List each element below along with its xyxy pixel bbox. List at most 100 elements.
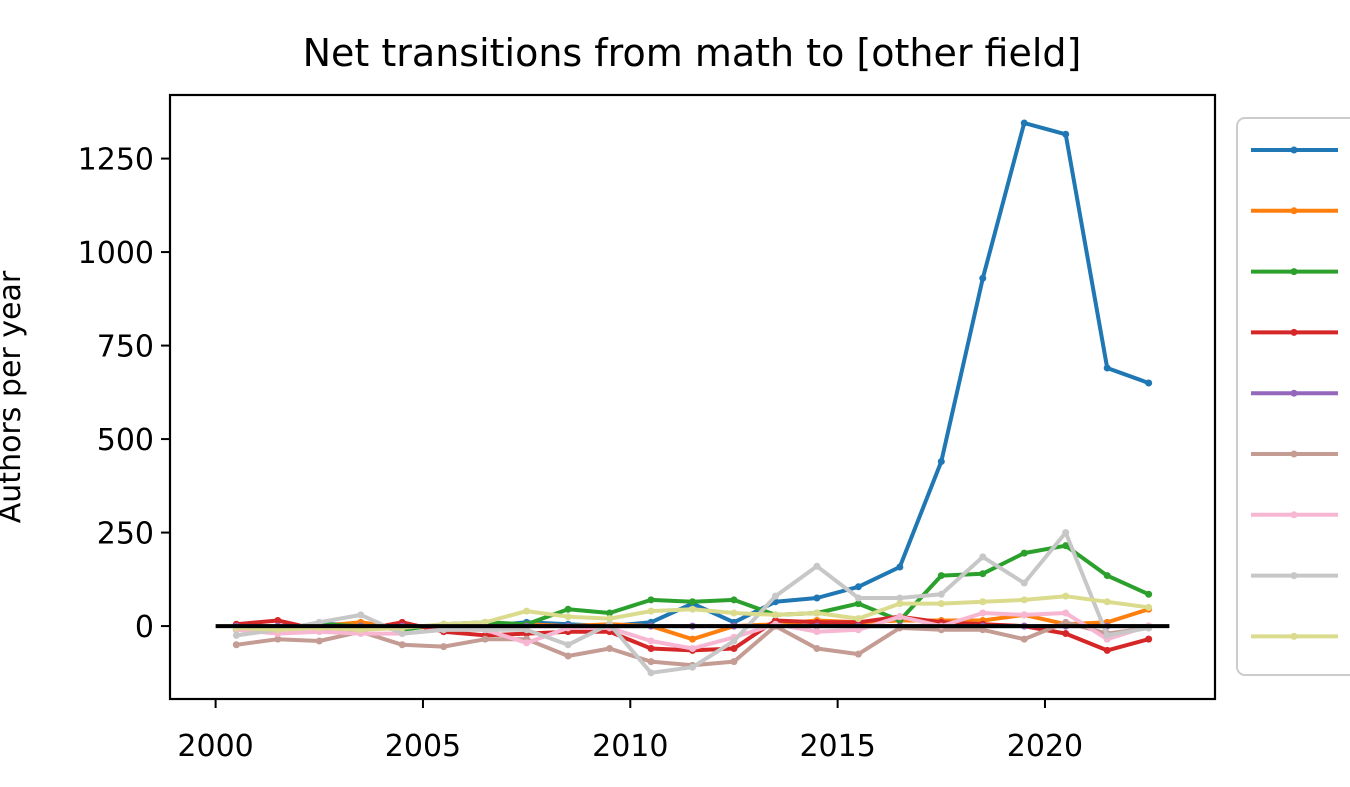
- legend: [1236, 117, 1350, 676]
- data-point: [564, 652, 572, 660]
- legend-marker: [1290, 268, 1298, 276]
- data-point: [440, 643, 448, 651]
- legend-entry-9: [1251, 632, 1338, 640]
- data-point: [647, 596, 655, 604]
- y-tick-label: 750: [97, 330, 154, 365]
- y-axis-label: Authors per year: [0, 270, 28, 523]
- data-point: [1062, 592, 1070, 600]
- data-point: [606, 609, 614, 617]
- data-point: [1062, 630, 1070, 638]
- y-tick-label: 1250: [78, 143, 154, 178]
- data-point: [564, 605, 572, 613]
- data-point: [1145, 635, 1153, 643]
- data-point: [813, 645, 821, 653]
- data-point: [398, 641, 406, 649]
- legend-entry-3: [1251, 268, 1338, 276]
- legend-marker: [1290, 389, 1298, 397]
- data-point: [689, 598, 696, 606]
- data-point: [813, 562, 821, 570]
- x-tick-label: 2000: [177, 729, 253, 764]
- data-point: [1103, 631, 1111, 639]
- data-point: [564, 613, 572, 621]
- data-point: [606, 645, 614, 653]
- data-point: [896, 594, 904, 602]
- legend-marker: [1290, 450, 1298, 458]
- data-point: [771, 592, 779, 600]
- data-point: [315, 637, 323, 645]
- x-axis: 2000 2005 2010 2015 2020: [177, 699, 1083, 764]
- data-point: [730, 609, 738, 617]
- legend-entry-5: [1251, 389, 1338, 397]
- legend-entry-7: [1251, 511, 1338, 519]
- data-point: [1103, 364, 1111, 372]
- data-point: [730, 645, 738, 653]
- data-point: [1103, 598, 1111, 606]
- data-point: [771, 611, 779, 619]
- y-tick-label: 250: [97, 517, 154, 552]
- legend-entry-6: [1251, 450, 1338, 458]
- data-point: [896, 613, 904, 621]
- data-point: [813, 594, 821, 602]
- data-point: [1145, 590, 1153, 598]
- legend-marker: [1290, 572, 1298, 580]
- x-tick-label: 2005: [385, 729, 461, 764]
- data-point: [1020, 549, 1028, 557]
- data-point: [398, 630, 406, 638]
- data-point: [647, 637, 655, 645]
- data-point: [854, 583, 862, 591]
- data-point: [1062, 609, 1070, 617]
- data-point: [523, 639, 531, 647]
- data-point: [647, 607, 655, 615]
- y-tick-label: 500: [97, 423, 154, 458]
- data-point: [232, 641, 240, 649]
- y-axis: 0 250 500 750 1000 1250: [78, 143, 170, 645]
- data-point: [274, 635, 282, 643]
- data-point: [937, 572, 945, 580]
- data-point: [1062, 529, 1070, 537]
- series-9: [232, 592, 1153, 634]
- x-tick-label: 2010: [592, 729, 668, 764]
- data-point: [813, 609, 821, 617]
- x-tick-label: 2020: [1007, 729, 1083, 764]
- data-point: [481, 635, 489, 643]
- data-point: [1062, 130, 1070, 138]
- data-point: [1145, 603, 1153, 611]
- data-point: [979, 609, 987, 617]
- plot-frame: [168, 93, 1217, 701]
- data-point: [689, 663, 696, 671]
- legend-marker: [1290, 146, 1298, 154]
- legend-entry-2: [1251, 207, 1338, 215]
- data-point: [1020, 119, 1028, 127]
- y-tick-label: 1000: [78, 236, 154, 271]
- data-point: [606, 615, 614, 623]
- data-point: [730, 637, 738, 645]
- data-point: [854, 650, 862, 658]
- data-point: [937, 458, 945, 466]
- data-point: [274, 616, 282, 624]
- data-point: [357, 611, 365, 619]
- data-point: [979, 553, 987, 561]
- data-point: [1145, 379, 1153, 387]
- legend-marker: [1290, 632, 1298, 640]
- y-tick-label: 0: [135, 610, 154, 645]
- legend-marker: [1290, 328, 1298, 336]
- data-point: [647, 645, 655, 653]
- x-tick-label: 2015: [799, 729, 875, 764]
- data-point: [1062, 542, 1070, 550]
- data-point: [854, 615, 862, 623]
- data-point: [689, 605, 696, 613]
- data-point: [1020, 596, 1028, 604]
- data-point: [896, 563, 904, 571]
- data-point: [1103, 572, 1111, 580]
- series-layer: [232, 119, 1153, 677]
- data-point: [689, 645, 696, 653]
- data-point: [1020, 611, 1028, 619]
- data-point: [689, 635, 696, 643]
- legend-entry-4: [1251, 328, 1338, 336]
- data-point: [232, 631, 240, 639]
- data-point: [523, 607, 531, 615]
- data-point: [979, 598, 987, 606]
- chart-title: Net transitions from math to [other fiel…: [303, 31, 1082, 75]
- data-point: [647, 658, 655, 666]
